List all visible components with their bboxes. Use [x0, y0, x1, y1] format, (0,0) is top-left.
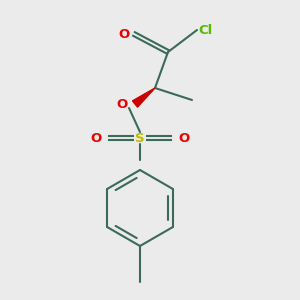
Text: O: O — [117, 98, 128, 110]
Text: Cl: Cl — [198, 23, 212, 37]
Text: O: O — [178, 131, 189, 145]
Text: O: O — [91, 131, 102, 145]
Polygon shape — [133, 88, 155, 107]
Text: S: S — [135, 131, 145, 145]
Text: O: O — [119, 28, 130, 40]
